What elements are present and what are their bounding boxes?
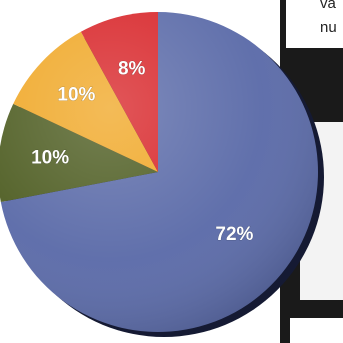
side-text-line-2: nu	[320, 19, 337, 36]
pie-shine	[0, 12, 318, 332]
pie-slice-label-4: 8%	[118, 59, 146, 80]
pie-gloss	[0, 12, 318, 332]
background-panel-bottom	[290, 318, 343, 343]
pie-slice-label-1: 72%	[215, 224, 253, 245]
pie-labels: 72% 10% 10% 8%	[31, 58, 254, 245]
pie-slice-label-3: 10%	[57, 84, 95, 105]
side-text-line-1: va	[320, 0, 336, 12]
background-panel-top	[286, 0, 343, 48]
pie-slice-label-2: 10%	[31, 147, 69, 168]
